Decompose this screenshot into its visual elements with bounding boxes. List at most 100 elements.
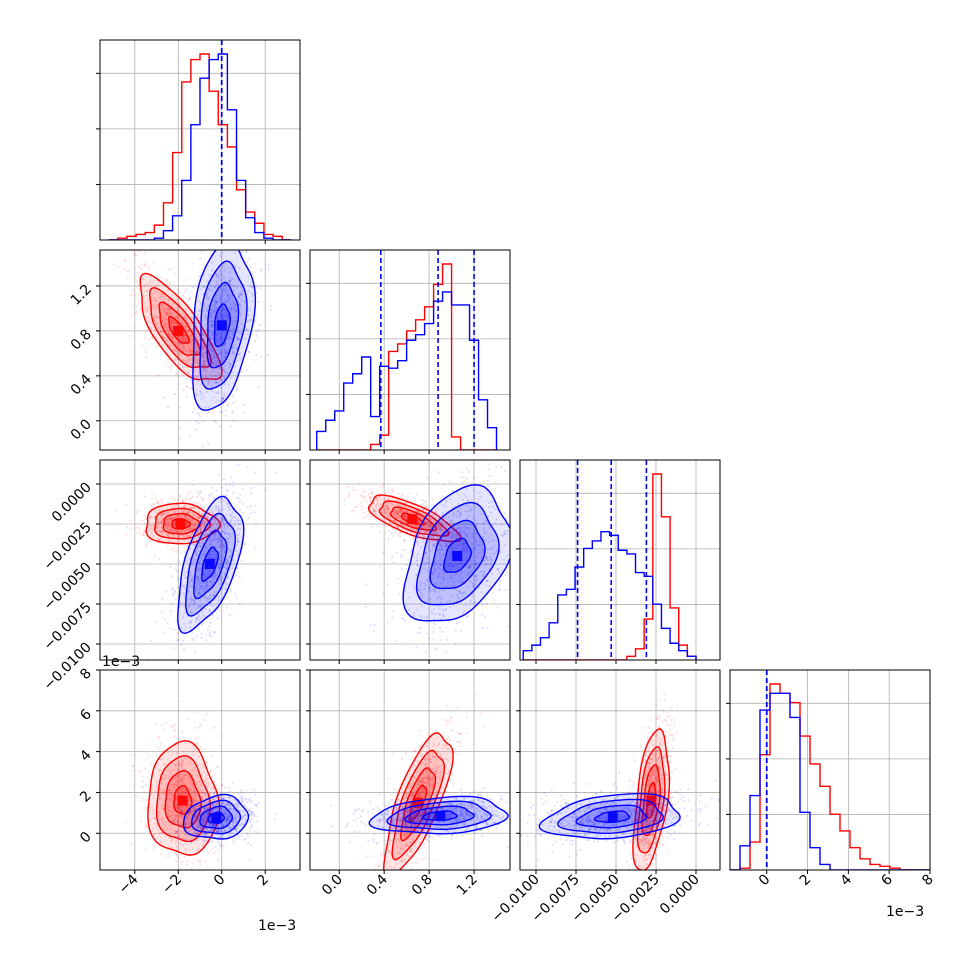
scatter-point [167,510,170,514]
scatter-point [130,754,133,757]
scatter-point [258,207,260,209]
scatter-point [429,589,432,593]
scatter-point [426,561,429,565]
scatter-point [458,543,461,546]
scatter-point [214,224,216,226]
scatter-point [208,553,211,556]
scatter-point [185,326,188,329]
scatter-point [466,615,469,618]
scatter-point [459,542,462,545]
scatter-point [412,584,416,587]
scatter-point [437,471,441,474]
scatter-point [397,592,401,596]
scatter-point [450,536,453,540]
scatter-point [196,359,199,362]
scatter-point [228,332,231,335]
scatter-point [150,530,153,534]
scatter-point [499,466,503,469]
scatter-point [458,506,461,510]
scatter-point [424,521,428,524]
scatter-point [206,370,209,373]
scatter-point [368,496,371,499]
scatter-point [197,534,200,538]
scatter-point [462,545,465,548]
scatter-point [188,535,191,538]
scatter-point [198,541,201,544]
scatter-point [394,509,397,512]
scatter-point [208,274,211,277]
scatter-point [239,303,242,306]
scatter-point [133,252,136,255]
scatter-point [198,567,201,570]
scatter-point [431,612,434,615]
scatter-point [181,499,185,502]
scatter-point [480,591,483,594]
scatter-point [187,357,191,360]
scatter-point [382,551,385,554]
scatter-point [441,503,445,507]
scatter-point [462,530,465,533]
scatter-point [218,513,221,516]
scatter-point [249,318,253,322]
density-peak-red [173,325,184,336]
scatter-point [160,304,163,307]
scatter-point [226,400,229,403]
scatter-point [137,250,140,253]
scatter-point [168,517,172,520]
scatter-point [189,506,193,509]
scatter-point [208,315,211,319]
scatter-point [460,548,464,551]
scatter-point [131,288,135,291]
scatter-point [210,507,214,510]
scatter-point [232,320,235,323]
scatter-point [138,509,141,512]
scatter-point [161,723,164,727]
scatter-point [211,577,214,580]
scatter-point [442,517,445,520]
scatter-point [414,525,417,528]
scatter-point [219,545,223,548]
scatter-point [386,621,389,624]
scatter-point [221,519,224,522]
scatter-point [254,359,257,362]
scatter-point [196,579,200,582]
scatter-point [232,480,235,483]
scatter-point [257,386,260,389]
scatter-point [229,513,232,516]
scatter-point [453,584,456,587]
scatter-point [229,376,232,379]
scatter-point [207,347,210,350]
scatter-point [182,340,185,343]
scatter-point [447,516,451,519]
scatter-point [198,619,201,622]
scatter-point [189,610,193,613]
scatter-point [199,723,202,726]
scatter-point [435,582,438,585]
scatter-point [224,355,227,359]
scatter-point [193,524,196,527]
scatter-point [193,408,196,411]
scatter-point [178,638,181,642]
scatter-point [208,632,211,636]
scatter-point [197,342,200,346]
scatter-point [198,542,201,545]
scatter-point [182,648,186,651]
scatter-point [205,293,208,296]
contour-line-red [378,500,450,537]
scatter-point [467,566,470,569]
scatter-point [468,527,471,530]
scatter-point [171,516,174,519]
scatter-point [208,594,212,597]
scatter-point [175,530,178,533]
scatter-point [215,280,218,283]
scatter-point [149,772,152,776]
scatter-point [395,525,399,528]
scatter-point [191,862,194,865]
scatter-point [184,499,187,502]
scatter-point [216,537,219,540]
scatter-point [464,532,467,536]
scatter-point [438,595,441,598]
scatter-point [401,509,405,512]
scatter-point [211,538,214,541]
scatter-point [430,531,433,535]
